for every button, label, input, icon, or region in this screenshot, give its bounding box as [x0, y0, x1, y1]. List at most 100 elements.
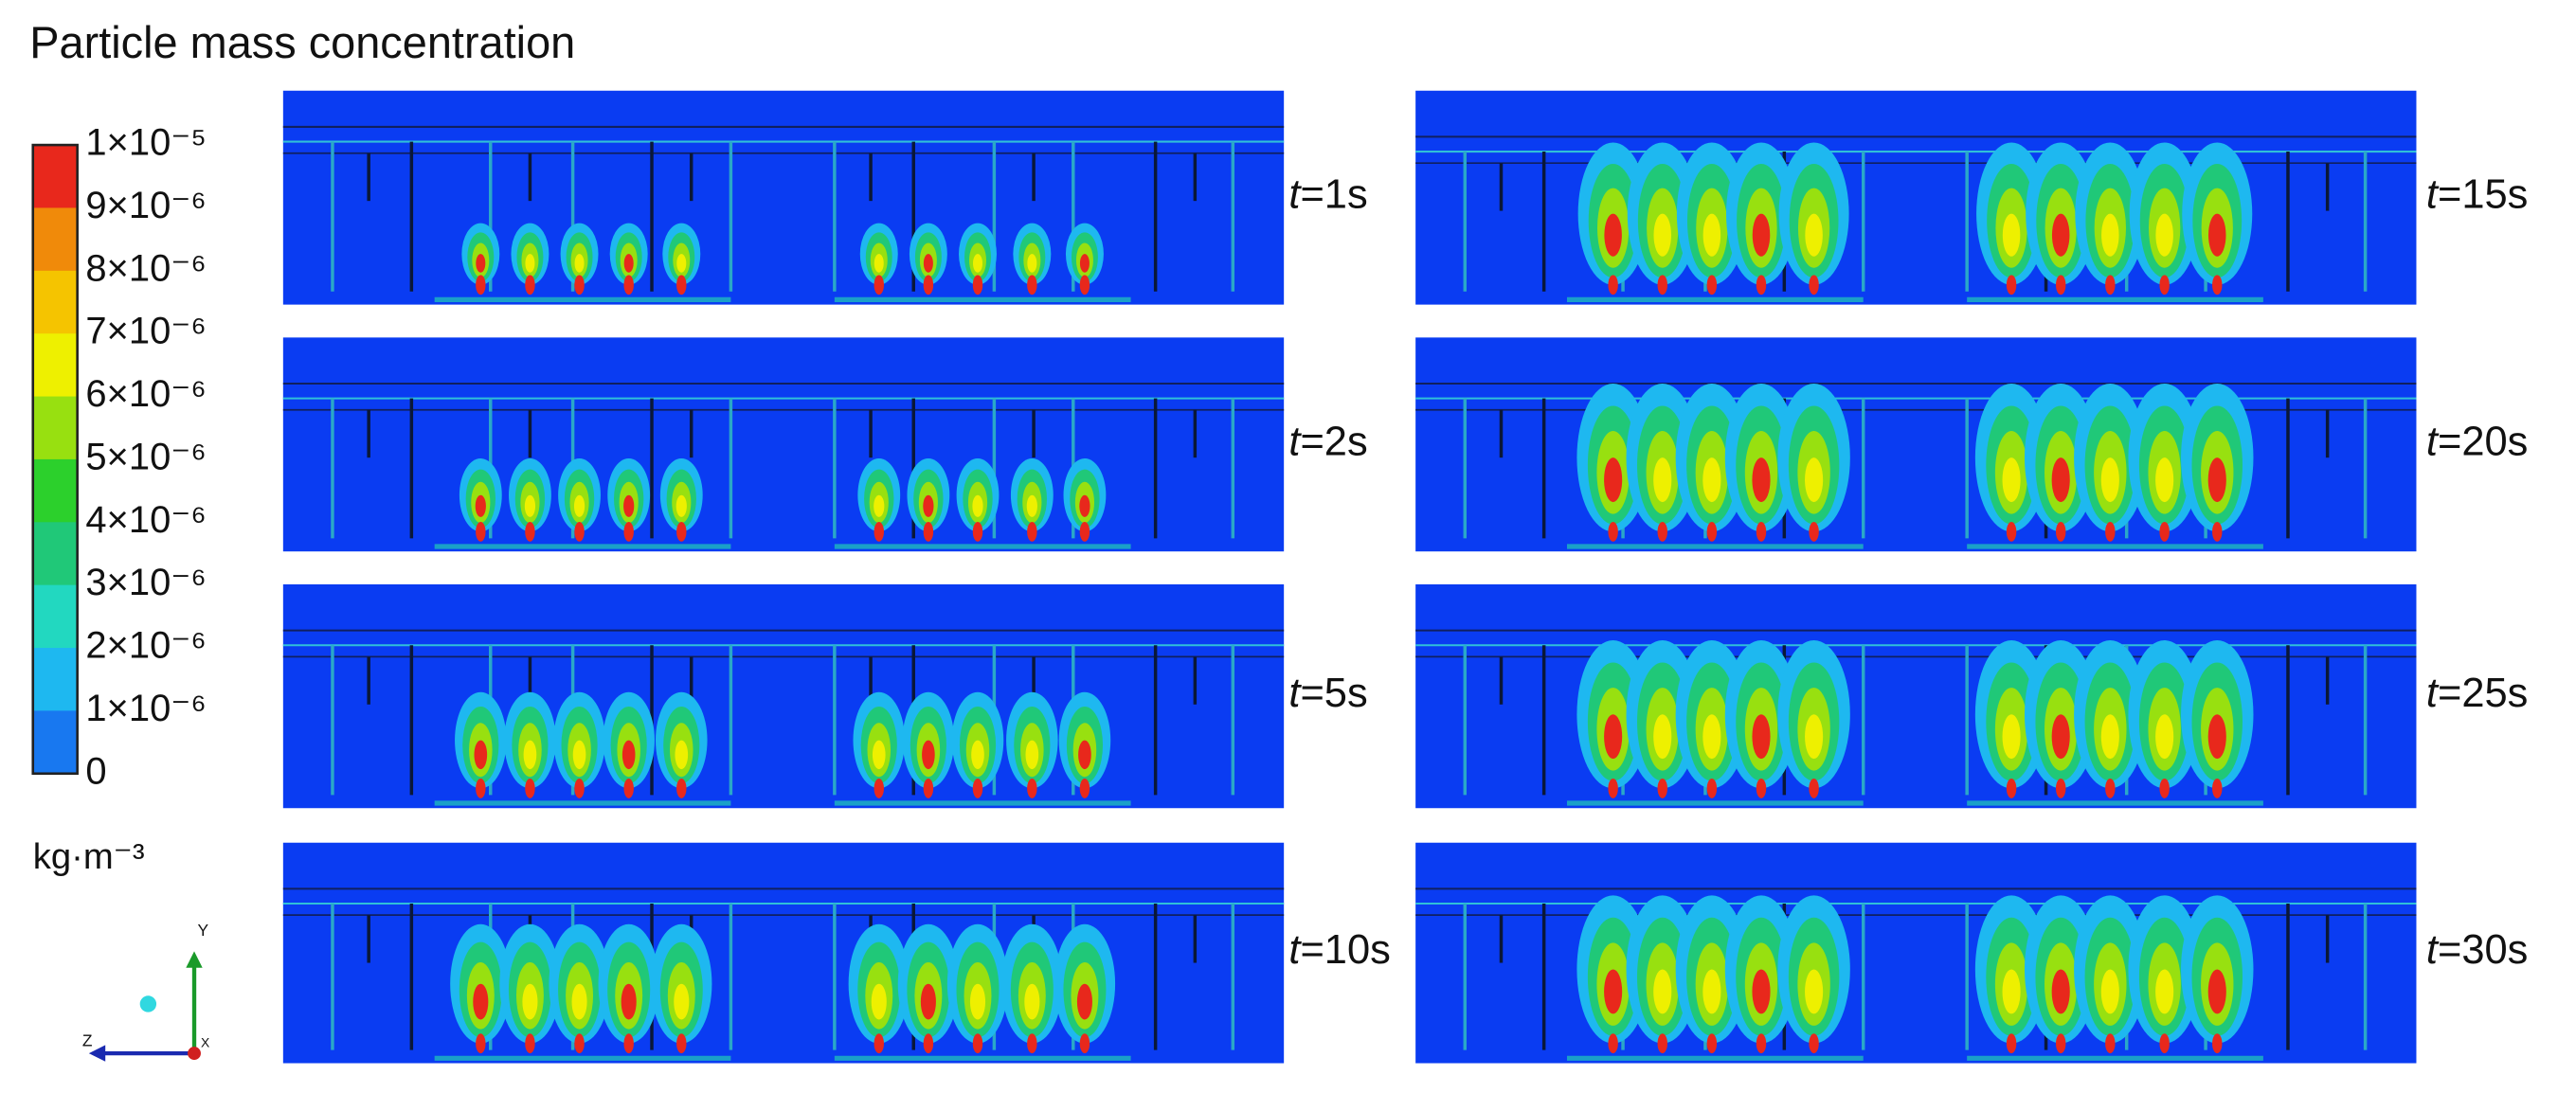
plume-core [2155, 714, 2174, 760]
plume-core [922, 740, 935, 770]
panel-background [1415, 337, 2417, 552]
plume-core [1653, 457, 1672, 503]
colorbar-label: 6×10⁻⁶ [85, 373, 206, 415]
time-label: t=15s [2426, 172, 2528, 218]
plume-source [1809, 275, 1819, 296]
time-variable: t [1288, 928, 1302, 974]
plume-core [623, 254, 634, 273]
plume-source [2055, 1033, 2066, 1054]
plume-core [2100, 457, 2119, 503]
plume-source [1756, 275, 1767, 296]
plume-core [1702, 969, 1721, 1014]
plume-core [1752, 457, 1771, 503]
panel-background [282, 842, 1285, 1064]
plume-core [923, 494, 934, 517]
plume-source [1706, 778, 1718, 798]
time-value: =5s [1300, 672, 1367, 717]
plume-core [1805, 457, 1824, 503]
plume-source [574, 275, 585, 296]
plume-source [972, 275, 983, 296]
x-axis-dot [188, 1047, 201, 1061]
colorbar-band [32, 522, 78, 586]
plume-core [2002, 714, 2021, 760]
time-label: t=5s [1288, 672, 1367, 717]
plume-source [1608, 778, 1618, 798]
plume-source [623, 778, 634, 798]
time-variable: t [2426, 672, 2440, 717]
plume-source [1079, 1033, 1090, 1054]
figure-title: Particle mass concentration [29, 18, 575, 67]
contour-panel [282, 90, 1285, 305]
z-arrow-head [88, 1045, 106, 1062]
plume-core [1805, 213, 1823, 257]
colorbar-label: 5×10⁻⁶ [85, 436, 206, 477]
plume-source [476, 1033, 486, 1054]
plume-core [1024, 983, 1040, 1020]
contour-panel [1415, 583, 2417, 809]
plume-source [2159, 275, 2170, 296]
colorbar-label: 0 [85, 750, 106, 792]
plume-core [1604, 213, 1622, 257]
time-value: =1s [1300, 172, 1367, 218]
plume-core [2207, 213, 2226, 257]
plume-core [572, 740, 586, 770]
plume-core [473, 983, 489, 1020]
plume-core [571, 983, 587, 1020]
plume-core [874, 494, 885, 517]
plume-source [1079, 521, 1090, 542]
plume-source [1079, 275, 1090, 296]
colorbar-frame [31, 143, 79, 776]
time-value: =10s [1300, 928, 1390, 974]
plume-core [1025, 740, 1039, 770]
colorbar-label: 9×10⁻⁶ [85, 185, 206, 226]
plume-core [2100, 714, 2119, 760]
plume-source [1657, 1033, 1667, 1054]
colorbar-label: 1×10⁻⁵ [85, 122, 207, 164]
plume-source [2105, 778, 2116, 798]
plume-source [525, 778, 535, 798]
plume-core [1653, 213, 1672, 257]
time-label: t=25s [2426, 672, 2528, 717]
plume-source [2212, 521, 2223, 542]
time-label: t=1s [1288, 172, 1367, 218]
plume-core [676, 254, 687, 273]
plume-core [1027, 254, 1037, 273]
plume-source [2212, 778, 2223, 798]
contour-panel [1415, 842, 2417, 1064]
plume-core [574, 254, 585, 273]
plume-source [2159, 1033, 2170, 1054]
time-value: =25s [2438, 672, 2528, 717]
plume-core [1805, 714, 1824, 760]
plume-core [525, 254, 535, 273]
plume-source [623, 521, 634, 542]
plume-source [525, 1033, 535, 1054]
colorbar-label: 8×10⁻⁶ [85, 247, 206, 289]
plume-source [874, 521, 884, 542]
colorbar-band [32, 145, 78, 209]
plume-core [874, 254, 884, 273]
plume-core [1805, 969, 1824, 1014]
plume-source [676, 778, 687, 798]
plume-core [623, 494, 635, 517]
colorbar-band [32, 648, 78, 712]
plume-core [522, 983, 538, 1020]
plume-core [973, 254, 982, 273]
panel-background [282, 90, 1285, 305]
colorbar-label: 4×10⁻⁶ [85, 499, 206, 541]
y-axis-label: Y [197, 921, 208, 940]
time-variable: t [1288, 420, 1302, 465]
plume-source [1027, 521, 1037, 542]
time-variable: t [2426, 172, 2440, 218]
plume-source [1657, 778, 1667, 798]
plume-source [2055, 778, 2066, 798]
plume-core [676, 494, 687, 517]
contour-panel [282, 583, 1285, 809]
plume-source [676, 275, 687, 296]
plume-source [2105, 521, 2116, 542]
plume-core [1079, 494, 1090, 517]
x-axis-label: X [201, 1034, 209, 1049]
z-axis-label: Z [82, 1031, 93, 1050]
contour-panel [282, 337, 1285, 552]
colorbar-band [32, 458, 78, 524]
